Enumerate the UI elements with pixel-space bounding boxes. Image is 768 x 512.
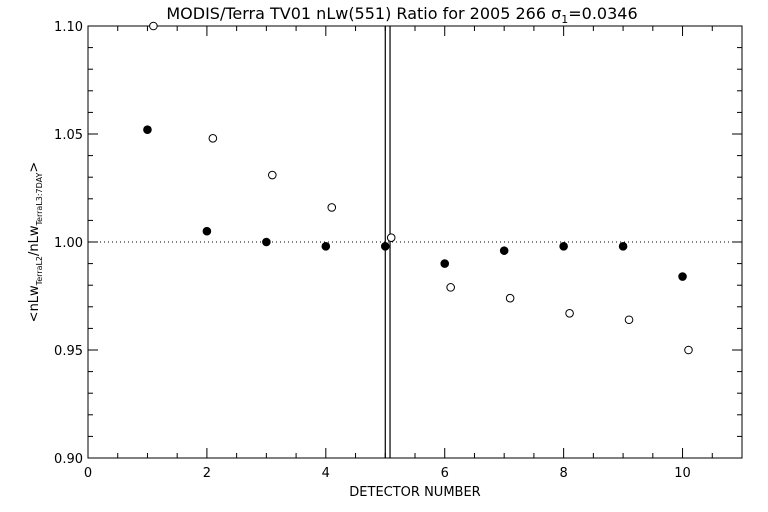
- y-tick-label: 1.10: [54, 20, 83, 35]
- x-axis-label: DETECTOR NUMBER: [349, 485, 480, 500]
- open-point-detector-7-1: [505, 293, 515, 303]
- x-tick-label: 4: [322, 466, 330, 481]
- y-tick-label: 1.00: [54, 236, 83, 251]
- x-tick-label: 6: [441, 466, 449, 481]
- x-tick-label: 10: [674, 466, 691, 481]
- y-tick-label: 0.90: [54, 452, 83, 467]
- y-axis-label-mid: /nLw: [27, 225, 42, 256]
- open-point-detector-8-1: [565, 308, 574, 318]
- y-tick-label: 1.05: [54, 128, 83, 143]
- open-point-detector-5-1: [386, 233, 396, 242]
- y-axis-label-sub2: TerraL3:7DAY: [35, 172, 44, 226]
- y-axis-label-close: >: [27, 162, 42, 173]
- filled-point-detector-8: [559, 242, 568, 251]
- open-point-detector-1-1: [149, 21, 158, 31]
- y-axis-label: <nLwTerraL2/nLwTerraL3:7DAY>: [27, 162, 44, 323]
- filled-point-detector-7: [499, 246, 509, 255]
- filled-point-detector-4: [321, 242, 331, 251]
- filled-point-detector-2: [202, 226, 212, 236]
- open-point-detector-6-1: [446, 283, 455, 292]
- x-tick-label: 0: [84, 466, 92, 481]
- y-axis-label-sub1: TerraL2: [35, 256, 44, 286]
- open-point-detector-9-1: [624, 315, 634, 325]
- x-axis-ticks: 0 2 4 6 8 10: [84, 26, 743, 481]
- chart-title: MODIS/Terra TV01 nLw(551) Ratio for 2005…: [166, 4, 637, 26]
- open-point-detector-2-1: [208, 134, 218, 143]
- filled-point-detector-9: [618, 242, 628, 251]
- data-points: [143, 21, 693, 355]
- filled-point-detector-5: [380, 242, 390, 251]
- x-tick-label: 8: [559, 466, 567, 481]
- filled-point-detector-3: [262, 237, 271, 247]
- chart-title-tail: =0.0346: [568, 4, 637, 23]
- filled-point-detector-10: [678, 272, 687, 281]
- y-tick-label: 0.95: [54, 344, 83, 359]
- chart-title-main: MODIS/Terra TV01 nLw(551) Ratio for 2005…: [166, 4, 561, 23]
- x-tick-label: 2: [203, 466, 211, 481]
- reference-lines: [88, 26, 742, 458]
- y-axis-ticks: 0.90 0.95 1.00 1.05 1.10: [54, 20, 742, 467]
- filled-point-detector-1: [143, 125, 152, 134]
- open-point-detector-10-1: [684, 345, 693, 355]
- y-axis-label-open: <nLw: [27, 285, 42, 322]
- filled-point-detector-6: [440, 259, 450, 268]
- open-point-detector-3-1: [268, 170, 277, 180]
- chart-title-subscript: 1: [561, 13, 568, 26]
- open-point-detector-4-1: [327, 203, 337, 212]
